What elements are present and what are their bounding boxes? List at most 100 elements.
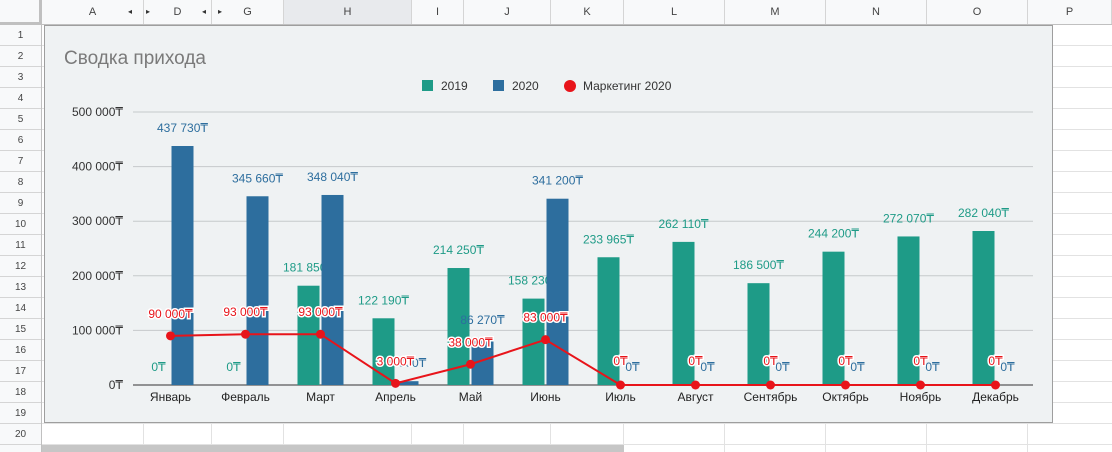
line-data-label: 0₸ [688,354,703,368]
line-point [991,380,1000,390]
row-header-3[interactable]: 3 [0,67,41,88]
row-header-19[interactable]: 19 [0,403,41,424]
expand-right-arrow-icon[interactable]: ▸ [218,7,223,16]
bar-2019 [747,283,770,385]
bar-data-label: 233 965₸ [583,232,634,246]
bar-data-label: 86 270₸ [460,313,505,327]
row-header-1[interactable]: 1 [0,25,41,46]
legend-swatch [422,80,433,91]
line-data-label: 3 000₸ [377,354,415,368]
cell-gridline [42,423,1112,424]
column-header-k[interactable]: K [551,0,624,24]
row-header-8[interactable]: 8 [0,172,41,193]
legend-marker [564,80,576,92]
row-header-6[interactable]: 6 [0,130,41,151]
row-header-bar [0,25,42,452]
x-tick-label: Август [677,390,714,404]
column-header-l[interactable]: L [624,0,725,24]
x-tick-label: Май [459,390,483,404]
bar-data-label: 0₸ [700,360,715,374]
column-header-g[interactable]: G [212,0,284,24]
bar-data-label: 0₸ [226,360,241,374]
column-header-p[interactable]: P [1028,0,1112,24]
bar-2019 [597,257,620,385]
column-header-n[interactable]: N [826,0,927,24]
row-header-16[interactable]: 16 [0,340,41,361]
x-tick-label: Декабрь [972,390,1019,404]
bar-2019 [447,268,470,385]
bar-data-label: 0₸ [1000,360,1015,374]
column-header-d[interactable]: D [144,0,212,24]
row-header-11[interactable]: 11 [0,235,41,256]
line-point [616,380,625,390]
row-header-10[interactable]: 10 [0,214,41,235]
line-point [916,380,925,390]
collapse-left-arrow-icon[interactable]: ◂ [128,7,133,16]
column-header-h[interactable]: H [284,0,412,24]
bar-2019 [297,285,320,385]
collapse-left-arrow-icon[interactable]: ◂ [202,7,207,16]
row-header-7[interactable]: 7 [0,151,41,172]
row-header-5[interactable]: 5 [0,109,41,130]
horizontal-scrollbar[interactable] [42,445,624,452]
legend-label: Маркетинг 2020 [583,79,672,93]
bar-data-label: 0₸ [925,360,940,374]
x-tick-label: Февраль [221,390,270,404]
bar-2019 [897,236,920,385]
column-header-m[interactable]: M [725,0,826,24]
line-data-label: 83 000₸ [523,311,568,325]
x-tick-label: Март [306,390,335,404]
bar-2019 [822,251,845,385]
line-marketing-2020 [170,333,996,386]
x-tick-label: Январь [150,390,191,404]
row-header-2[interactable]: 2 [0,46,41,67]
row-header-15[interactable]: 15 [0,319,41,340]
line-data-label: 0₸ [988,354,1003,368]
y-tick-label: 400 000₸ [72,160,123,174]
x-tick-label: Июнь [530,390,561,404]
cell-gridline [42,444,1112,445]
line-data-label: 93 000₸ [223,305,268,319]
bar-2020 [471,337,494,385]
row-header-20[interactable]: 20 [0,424,41,445]
line-data-label: 0₸ [913,354,928,368]
bar-2019 [672,241,695,385]
column-header-j[interactable]: J [464,0,551,24]
y-tick-label: 500 000₸ [72,105,123,119]
bar-data-label: 437 730₸ [157,121,208,135]
line-point [316,329,325,339]
line-point [691,380,700,390]
row-header-18[interactable]: 18 [0,382,41,403]
expand-right-arrow-icon[interactable]: ▸ [146,7,151,16]
bar-data-label: 272 070₸ [883,211,934,225]
row-header-12[interactable]: 12 [0,256,41,277]
row-header-17[interactable]: 17 [0,361,41,382]
line-data-label: 90 000₸ [148,307,193,321]
x-tick-label: Июль [605,390,636,404]
line-data-label: 38 000₸ [448,335,493,349]
x-tick-label: Ноябрь [900,390,942,404]
select-all-corner[interactable] [0,0,42,25]
line-data-label: 0₸ [838,354,853,368]
row-header-4[interactable]: 4 [0,88,41,109]
line-point [466,359,475,369]
column-header-a[interactable]: A [42,0,144,24]
bar-data-label: 282 040₸ [958,206,1009,220]
bar-data-label: 7 000₸ [389,356,427,370]
line-point [241,329,250,339]
bar-data-label: 345 660₸ [232,171,283,185]
line-data-label: 0₸ [763,354,778,368]
chart-container[interactable]: Сводка прихода 0₸ 100 000₸ 200 000₸ 300 000₸… [44,25,1053,423]
row-header-13[interactable]: 13 [0,277,41,298]
column-header-i[interactable]: I [412,0,464,24]
bar-data-label: 0₸ [850,360,865,374]
row-header-9[interactable]: 9 [0,193,41,214]
bar-2020 [546,198,569,385]
column-header-o[interactable]: O [927,0,1028,24]
row-header-14[interactable]: 14 [0,298,41,319]
bar-2019 [522,298,545,385]
bar-2020 [171,145,194,385]
y-tick-label: 200 000₸ [72,269,123,283]
line-point [166,331,175,341]
bar-2019 [372,318,395,385]
